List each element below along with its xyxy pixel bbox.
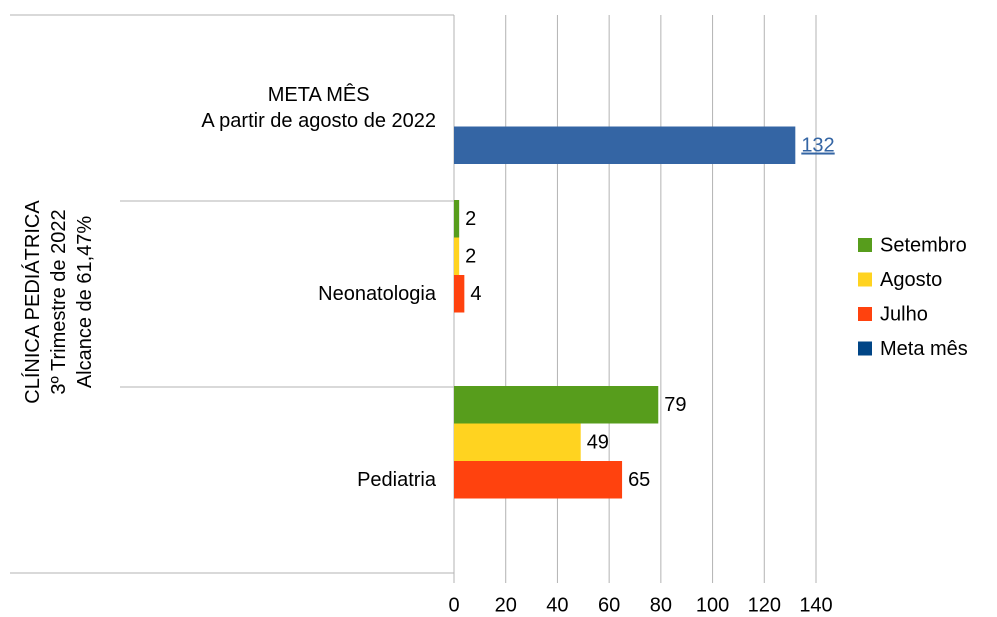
legend-label: Meta mês xyxy=(880,338,968,360)
bar xyxy=(454,126,796,164)
x-tick-label: 140 xyxy=(799,594,832,616)
y-tick-label: Neonatologia xyxy=(36,254,436,334)
legend-swatch xyxy=(858,238,872,252)
bar xyxy=(454,461,623,499)
y-tick-label: META MÊS A partir de agosto de 2022 xyxy=(36,68,436,148)
bar xyxy=(454,275,465,313)
data-label[interactable]: 132 xyxy=(801,135,834,157)
data-label: 49 xyxy=(587,432,609,454)
x-tick-label: 40 xyxy=(546,594,568,616)
category-text: Pediatria xyxy=(357,469,436,491)
y-tick-label: Pediatria xyxy=(36,440,436,520)
bar xyxy=(454,200,460,238)
data-label: 2 xyxy=(465,246,476,268)
x-tick-label: 120 xyxy=(748,594,781,616)
data-label: 79 xyxy=(664,394,686,416)
legend-swatch xyxy=(858,272,872,287)
category-text: Neonatologia xyxy=(318,283,436,305)
legend-label: Julho xyxy=(880,303,928,325)
x-tick-label: 60 xyxy=(598,594,620,616)
legend-label: Agosto xyxy=(880,269,942,291)
data-label: 2 xyxy=(465,208,476,230)
bar xyxy=(454,423,581,461)
data-label: 65 xyxy=(628,469,650,491)
bar xyxy=(454,237,460,275)
legend-label: Setembro xyxy=(880,234,967,256)
x-tick-label: 0 xyxy=(448,594,459,616)
category-text: META MÊS A partir de agosto de 2022 xyxy=(201,84,436,132)
x-tick-label: 100 xyxy=(696,594,729,616)
bar xyxy=(454,386,659,424)
x-tick-label: 80 xyxy=(650,594,672,616)
data-label: 4 xyxy=(470,283,481,305)
legend-swatch xyxy=(858,307,872,321)
x-tick-label: 20 xyxy=(495,594,517,616)
legend-swatch xyxy=(858,341,872,356)
